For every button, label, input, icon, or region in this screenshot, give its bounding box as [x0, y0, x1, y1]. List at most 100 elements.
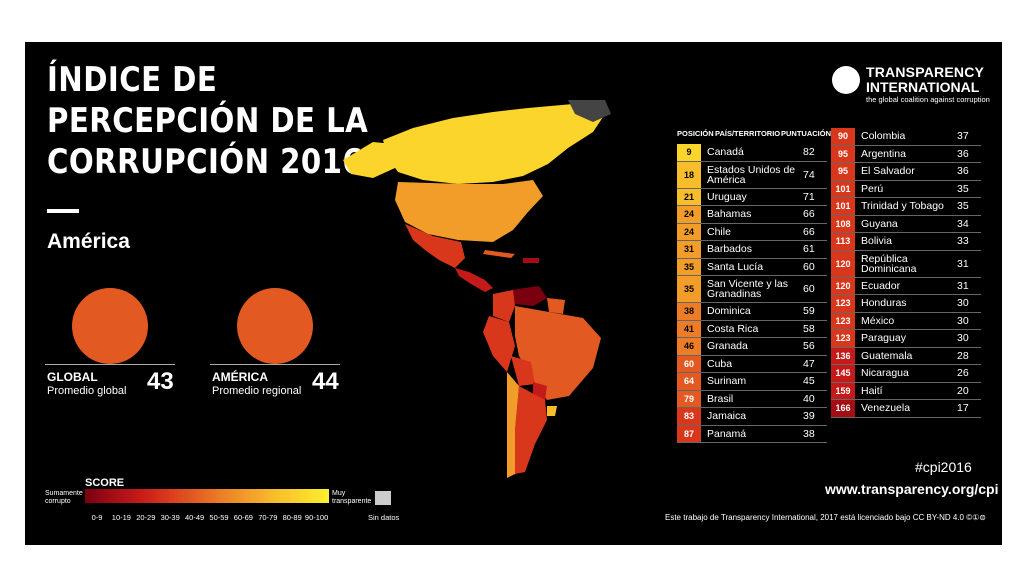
score-cell: 59	[803, 305, 815, 318]
score-cell: 31	[957, 257, 969, 270]
table-row: 60 Cuba 47	[677, 355, 827, 373]
score-cell: 66	[803, 208, 815, 221]
country-cell: República Dominicana	[861, 252, 917, 275]
table-row: 79 Brasil 40	[677, 390, 827, 408]
legend-tick-label: 0-9	[91, 513, 103, 522]
table-row: 136 Guatemala 28	[831, 347, 981, 365]
country-cell: Argentina	[861, 147, 906, 160]
global-label: GLOBAL	[47, 370, 98, 384]
rank-cell: 41	[677, 320, 701, 337]
table-row: 90 Colombia 37	[831, 128, 981, 146]
table-row: 21 Uruguay 71	[677, 188, 827, 206]
table-row: 31 Barbados 61	[677, 241, 827, 259]
title-line-2: PERCEPCIÓN DE LA	[47, 101, 369, 141]
header-rank: POSICIÓN	[677, 129, 714, 138]
country-cell: Colombia	[861, 130, 906, 143]
table-row: 145 Nicaragua 26	[831, 365, 981, 383]
country-cell: Ecuador	[861, 279, 901, 292]
legend-right-label: Muy transparente	[332, 490, 372, 505]
score-cell: 30	[957, 297, 969, 310]
header-country: PAÍS/TERRITORIO	[715, 129, 781, 138]
map-peru	[483, 316, 515, 372]
score-cell: 60	[803, 283, 815, 295]
legend-title: SCORE	[85, 477, 125, 489]
rank-cell: 120	[831, 250, 855, 277]
score-cell: 47	[803, 357, 815, 370]
rank-cell: 38	[677, 303, 701, 320]
score-cell: 36	[957, 165, 969, 178]
table-row: 101 Perú 35	[831, 180, 981, 198]
license-text: Este trabajo de Transparency Internation…	[665, 513, 986, 522]
score-cell: 71	[803, 190, 815, 203]
title-line-3: CORRUPCIÓN 2016	[47, 142, 364, 182]
logo-tagline: the global coalition against corruption	[866, 95, 990, 104]
legend-tick-label: 10-19	[111, 513, 131, 522]
map-chile	[507, 372, 519, 478]
country-cell: Chile	[707, 225, 731, 238]
america-label: AMÉRICA	[212, 370, 268, 384]
table-row: 64 Surinam 45	[677, 373, 827, 391]
rank-cell: 35	[677, 276, 701, 302]
table-row: 123 México 30	[831, 312, 981, 330]
table-row: 41 Costa Rica 58	[677, 320, 827, 338]
score-cell: 36	[957, 147, 969, 160]
table-row: 166 Venezuela 17	[831, 400, 981, 418]
legend-tick-label: 70-79	[258, 513, 278, 522]
map-colombia	[493, 290, 515, 322]
score-cell: 35	[957, 182, 969, 195]
table-row: 46 Granada 56	[677, 338, 827, 356]
rank-cell: 95	[831, 145, 855, 162]
legend-tick-label: 30-39	[160, 513, 180, 522]
nodata-label: Sin datos	[368, 513, 400, 522]
rank-cell: 166	[831, 400, 855, 417]
table-row: 123 Honduras 30	[831, 295, 981, 313]
score-cell: 82	[803, 146, 815, 159]
title-line-1: ÍNDICE DE	[47, 60, 218, 100]
country-cell: México	[861, 314, 895, 327]
map-cuba	[483, 250, 515, 258]
rank-cell: 123	[831, 312, 855, 329]
map-guyanas	[547, 298, 565, 314]
rank-cell: 64	[677, 373, 701, 390]
score-cell: 20	[957, 384, 969, 397]
table-row: 18 Estados Unidos de América 74	[677, 161, 827, 189]
rank-cell: 101	[831, 198, 855, 215]
page-title: ÍNDICE DE PERCEPCIÓN DE LA CORRUPCIÓN 20…	[47, 60, 369, 183]
table-row: 95 El Salvador 36	[831, 163, 981, 181]
region-label: América	[47, 230, 130, 253]
table-row: 123 Paraguay 30	[831, 330, 981, 348]
score-cell: 17	[957, 402, 969, 415]
rank-cell: 123	[831, 295, 855, 312]
score-cell: 39	[803, 410, 815, 423]
rank-cell: 83	[677, 408, 701, 425]
score-cell: 60	[803, 260, 815, 273]
country-cell: Bahamas	[707, 208, 752, 221]
score-cell: 30	[957, 314, 969, 327]
score-cell: 33	[957, 235, 969, 248]
global-sublabel: Promedio global	[47, 385, 127, 397]
table-row: 120 Ecuador 31	[831, 277, 981, 295]
logo-line1: TRANSPARENCY	[866, 64, 985, 80]
global-divider	[45, 364, 175, 365]
legend-gradient	[85, 489, 329, 503]
map-brazil	[515, 306, 601, 400]
map-greenland	[568, 100, 611, 122]
map-venezuela	[511, 286, 547, 306]
website-link[interactable]: www.transparency.org/cpi	[825, 481, 999, 497]
score-cell: 28	[957, 349, 969, 362]
rank-cell: 145	[831, 365, 855, 382]
table-row: 35 Santa Lucía 60	[677, 258, 827, 276]
rank-cell: 136	[831, 347, 855, 364]
rank-cell: 35	[677, 258, 701, 275]
table-row: 38 Dominica 59	[677, 303, 827, 321]
america-sublabel: Promedio regional	[212, 385, 302, 397]
logo-line2: INTERNATIONAL	[866, 79, 980, 95]
rank-cell: 120	[831, 277, 855, 294]
country-cell: Canadá	[707, 146, 744, 159]
country-cell: Cuba	[707, 357, 733, 370]
country-cell: Guyana	[861, 217, 898, 230]
score-cell: 58	[803, 322, 815, 335]
rank-cell: 9	[677, 144, 701, 161]
map-bolivia	[511, 356, 535, 386]
legend-gradient-bar	[85, 489, 329, 503]
